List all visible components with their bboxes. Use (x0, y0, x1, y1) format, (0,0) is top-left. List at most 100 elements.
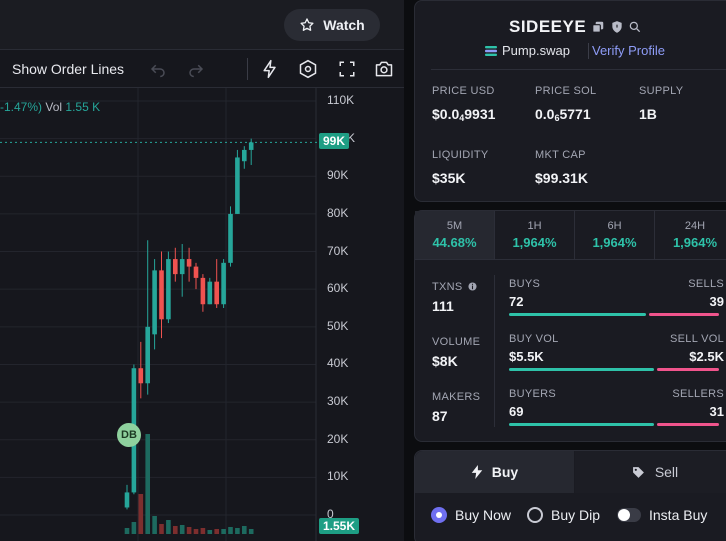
radio-selected-icon[interactable] (431, 507, 447, 523)
token-sidebar: SIDEEYE Pump.swap Verify Profile PRICE U… (412, 0, 726, 541)
buy-dip-option[interactable]: Buy Dip (527, 507, 600, 523)
verify-profile-link[interactable]: Verify Profile (592, 43, 665, 58)
timeframe-change: 44.68% (432, 235, 477, 250)
radio-unselected-icon[interactable] (527, 507, 543, 523)
timeframe-5m[interactable]: 5M 44.68% (415, 211, 495, 259)
timeframe-label: 24H (684, 220, 706, 232)
volume-bar (235, 528, 240, 534)
price-chart[interactable] (0, 88, 404, 541)
y-tick-label: 30K (327, 394, 349, 409)
volume-bar (131, 522, 137, 534)
token-info-card: SIDEEYE Pump.swap Verify Profile PRICE U… (414, 0, 726, 202)
market-cap-value: $99.31K (535, 170, 588, 186)
makers-value: 87 (432, 408, 448, 424)
settings-hexagon-icon[interactable] (296, 57, 320, 81)
buy-volume-value: $5.5K (509, 349, 544, 364)
volume-bar (186, 527, 192, 534)
candle-body (173, 259, 178, 275)
candle-body (193, 266, 199, 278)
insta-buy-option[interactable]: Insta Buy (617, 507, 707, 523)
buyers-ratio-bar (509, 423, 654, 426)
y-tick-label: 10K (327, 469, 349, 484)
insta-buy-toggle[interactable] (617, 508, 641, 522)
volume-bar (221, 529, 226, 534)
candle-body (228, 213, 233, 263)
candle-body (145, 326, 150, 384)
toolbar-divider (247, 58, 248, 80)
watch-button[interactable]: Watch (284, 9, 380, 41)
dev-buy-marker[interactable]: DB (117, 423, 141, 447)
info-icon[interactable] (468, 282, 477, 291)
trade-card: Buy Sell Buy Now Buy Dip Insta Buy (414, 450, 726, 541)
candle-body (214, 281, 219, 305)
buy-volume-label: BUY VOL (509, 333, 559, 345)
transactions-card: 5M 44.68% 1H 1,964% 6H 1,964% 24H 1,964%… (414, 210, 726, 442)
timeframe-change: 1,964% (512, 235, 557, 250)
sells-value: 39 (709, 294, 724, 309)
redo-icon[interactable] (184, 57, 208, 81)
price-usd-value: $0.049931 (432, 106, 496, 123)
timeframe-1h[interactable]: 1H 1,964% (495, 211, 575, 259)
candle-body (186, 259, 192, 267)
volume-bar (138, 494, 144, 534)
dex-link[interactable]: Pump.swap (485, 43, 570, 58)
buy-now-option[interactable]: Buy Now (431, 507, 511, 523)
volume-bar (214, 529, 219, 534)
txns-value: 111 (432, 298, 454, 314)
y-tick-label: 90K (327, 168, 349, 183)
shield-icon[interactable] (610, 20, 624, 34)
volume-bar (207, 530, 213, 534)
candle-body (138, 368, 144, 384)
timeframe-24h[interactable]: 24H 1,964% (655, 211, 726, 259)
price-usd-label: PRICE USD (432, 85, 495, 97)
tab-buy-label: Buy (491, 464, 519, 480)
timeframe-divider (415, 259, 726, 260)
y-tick-label: 80K (327, 205, 349, 220)
stats-divider (494, 275, 495, 427)
buys-value: 72 (509, 294, 524, 309)
volume-value: $8K (432, 353, 458, 369)
show-order-lines-toggle[interactable]: Show Order Lines (12, 61, 125, 77)
supply-label: SUPPLY (639, 85, 684, 97)
buyers-label: BUYERS (509, 388, 557, 400)
last-volume-tag: 1.55K (319, 518, 360, 534)
volume-legend-label: Vol (45, 100, 63, 114)
volume-bar (145, 434, 150, 534)
fullscreen-icon[interactable] (335, 57, 359, 81)
buy-dip-label: Buy Dip (551, 507, 601, 523)
undo-icon[interactable] (146, 57, 170, 81)
dex-divider (588, 43, 589, 59)
chart-legend: -1.47%) Vol 1.55 K (0, 100, 100, 114)
volume-bar (200, 528, 206, 534)
timeframe-change: 1,964% (592, 235, 637, 250)
timeframe-label: 5M (446, 220, 463, 232)
sellers-ratio-bar (657, 423, 719, 426)
search-icon[interactable] (628, 20, 642, 34)
tab-buy[interactable]: Buy (415, 451, 574, 493)
copy-icon[interactable] (591, 20, 605, 34)
price-sol-value: 0.065771 (535, 106, 591, 123)
buys-label: BUYS (509, 278, 541, 290)
bolt-icon (471, 465, 483, 479)
chart-topbar: Watch (0, 0, 404, 50)
candle-body (179, 259, 185, 275)
card-divider (431, 69, 726, 70)
dex-name: Pump.swap (502, 43, 570, 58)
candle-body (221, 262, 226, 305)
volume-bar (179, 525, 185, 534)
tab-sell-label: Sell (654, 464, 679, 480)
y-tick-label: 60K (327, 281, 349, 296)
buyers-value: 69 (509, 404, 524, 419)
volume-bar (152, 516, 157, 534)
y-tick-label: 0 (327, 507, 334, 521)
volume-bar (248, 529, 254, 534)
alert-bolt-icon[interactable] (258, 57, 282, 81)
insta-buy-label: Insta Buy (649, 507, 708, 523)
tag-icon (632, 466, 644, 478)
sells-ratio-bar (649, 313, 719, 316)
tab-sell[interactable]: Sell (575, 451, 726, 493)
camera-icon[interactable] (372, 57, 396, 81)
supply-value: 1B (639, 106, 657, 122)
timeframe-6h[interactable]: 6H 1,964% (575, 211, 655, 259)
liquidity-label: LIQUIDITY (432, 149, 489, 161)
